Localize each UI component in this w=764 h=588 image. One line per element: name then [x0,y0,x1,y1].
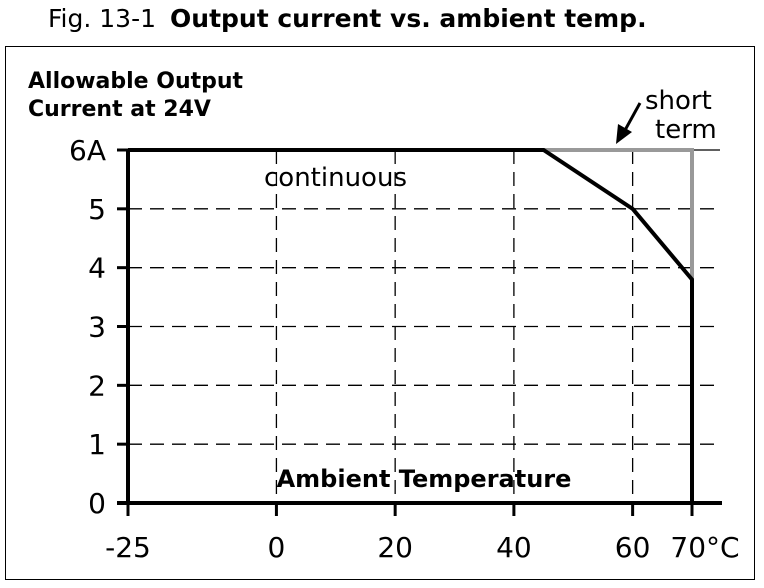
y-tick-label: 4 [88,252,106,285]
short-term-label-line1: short [645,86,712,116]
y-tick-label: 2 [88,369,106,402]
x-tick-label: 60 [615,531,651,564]
y-tick-label: 6A [69,134,106,167]
short-term-label-line2: term [655,115,717,145]
x-tick-label: 40 [496,531,532,564]
y-tick-label: 0 [88,487,106,520]
y-tick-label: 3 [88,311,106,344]
y-axis-label-line2: Current at 24V [28,97,211,122]
continuous-label: continuous [264,163,407,193]
figure-caption: Fig. 13-1 Output current vs. ambient temp… [48,4,647,33]
y-tick-label: 1 [88,428,106,461]
figure-title: Output current vs. ambient temp. [170,4,647,33]
x-tick-label: 70°C [670,531,739,564]
x-tick-label: 0 [268,531,286,564]
y-tick-label: 5 [88,193,106,226]
y-axis-label-line1: Allowable Output [28,69,244,94]
x-axis-label: Ambient Temperature [277,465,572,493]
continuous-derating-line [128,148,694,503]
short-term-derating-line [543,148,694,280]
x-tick-label: -25 [105,531,151,564]
chart-frame [5,46,755,580]
short-term-arrow [616,102,642,144]
figure-number: Fig. 13-1 [48,4,157,33]
x-tick-label: 20 [377,531,413,564]
